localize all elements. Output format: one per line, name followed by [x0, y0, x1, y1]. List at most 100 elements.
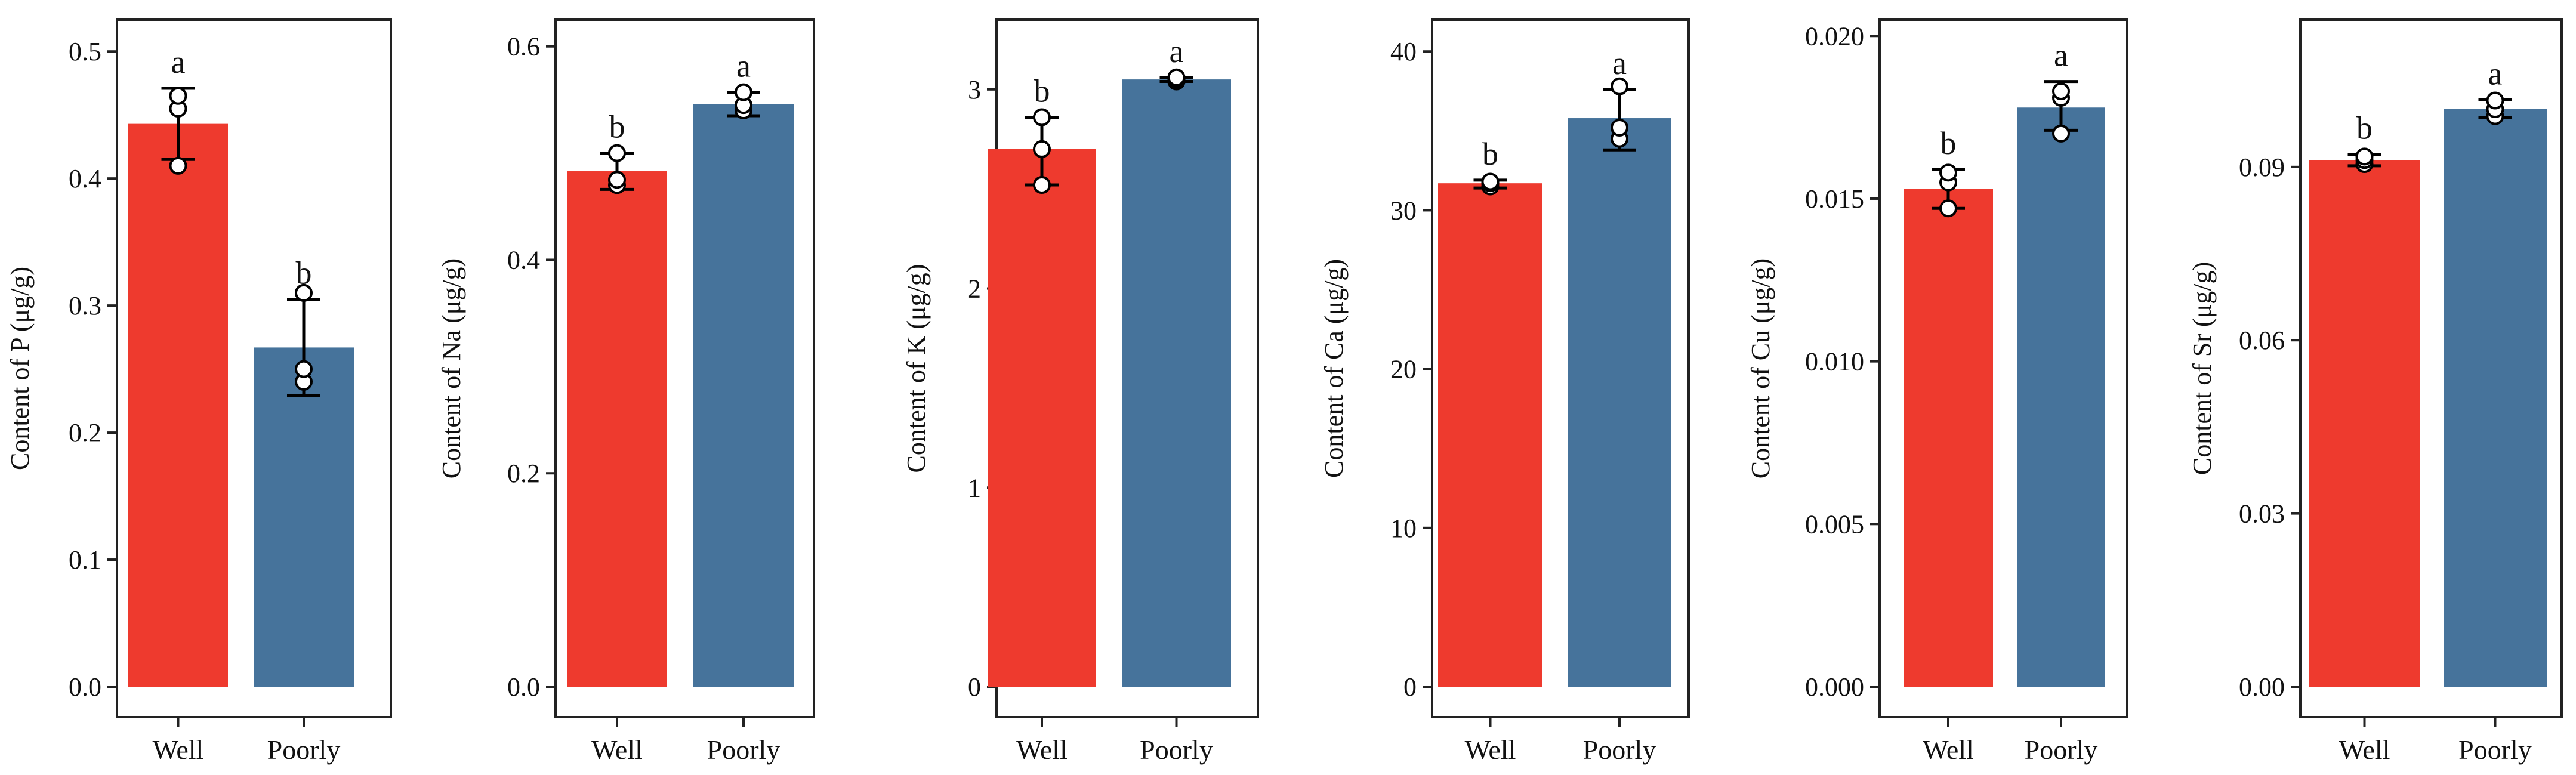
y-tick-label: 0.2 [69, 418, 101, 447]
x-tick-label: Well [1016, 734, 1068, 765]
significance-letter: a [2488, 56, 2503, 92]
significance-letter: b [296, 255, 312, 291]
replicate-point [608, 171, 626, 189]
bar-poorly [1122, 79, 1231, 687]
replicate-point [2052, 124, 2070, 143]
bar-well [567, 171, 667, 687]
replicate-point [1033, 175, 1051, 194]
y-tick-label: 0.010 [1805, 347, 1864, 376]
y-tick-label: 0.0 [69, 672, 101, 702]
panel-frame [116, 18, 392, 718]
replicate-point [608, 144, 626, 162]
y-tick-label: 10 [1390, 514, 1417, 543]
replicate-point [2355, 147, 2374, 166]
chart-panel-4: 0 10 20 30 40 Content of Ca (μg/g) b Well a Poorl… [1319, 18, 1690, 765]
y-tick-label: 0.2 [507, 459, 540, 488]
y-tick-label: 0.03 [2239, 499, 2285, 529]
y-tick-label: 1 [968, 473, 981, 502]
replicate-point [1033, 140, 1051, 158]
replicate-point [735, 83, 752, 101]
y-axis-title: Content of Na (μg/g) [437, 258, 466, 478]
panel-frame [1878, 18, 2128, 718]
y-tick-label: 0.09 [2239, 153, 2285, 182]
replicate-point [1939, 163, 1957, 182]
y-tick-label: 0 [968, 672, 981, 702]
y-tick-label: 0.6 [507, 32, 540, 61]
replicate-point [169, 156, 187, 175]
significance-letter: b [1482, 136, 1498, 172]
x-tick-label: Well [1923, 734, 1974, 765]
y-axis-title: Content of Sr (μg/g) [2188, 262, 2217, 475]
y-axis-title: Content of Cu (μg/g) [1746, 258, 1775, 478]
y-tick-label: 0.020 [1805, 21, 1864, 51]
replicate-point [1939, 199, 1957, 218]
chart-panel-6: 0.00 0.03 0.06 0.09 Content of Sr (μg/g) b Wel… [2188, 18, 2563, 765]
panel-frame [2299, 18, 2563, 718]
chart-panel-3: 0 1 2 3 Content of K (μg/g) b Well a Poorly [902, 18, 1259, 765]
chart-panel-1: 0.0 0.1 0.2 0.3 0.4 0.5 Content of P (μg/g) a We… [5, 18, 392, 765]
x-tick-label: Poorly [1583, 734, 1656, 765]
chart-panel-2: 0.0 0.2 0.4 0.6 Content of Na (μg/g) b Well a Po… [437, 18, 815, 765]
x-tick-label: Well [2339, 734, 2390, 765]
x-tick-label: Poorly [707, 734, 780, 765]
bar-poorly [1568, 118, 1671, 687]
replicate-point [295, 283, 313, 302]
significance-letter: a [171, 44, 186, 80]
replicate-point [2486, 91, 2504, 110]
y-axis-title: Content of K (μg/g) [902, 264, 931, 473]
chart-panel-5: 0.000 0.005 0.010 0.015 0.020 Content of Cu (… [1746, 18, 2128, 765]
bar-well [2309, 160, 2420, 687]
significance-letter: a [1612, 45, 1627, 81]
replicate-point [169, 87, 187, 105]
bar-well [988, 149, 1096, 687]
y-tick-label: 3 [968, 75, 981, 104]
panel-frame [554, 18, 815, 718]
replicate-point [1033, 108, 1051, 126]
replicate-point [1611, 119, 1628, 137]
significance-letter: b [609, 109, 625, 145]
y-tick-label: 40 [1390, 37, 1417, 66]
x-tick-label: Poorly [1140, 734, 1213, 765]
y-tick-label: 0.015 [1805, 184, 1864, 214]
bar-well [1438, 183, 1542, 687]
bar-well [128, 123, 228, 687]
x-tick-label: Poorly [2025, 734, 2098, 765]
replicate-point [1481, 172, 1500, 191]
y-tick-label: 0.0 [507, 672, 540, 702]
y-axis-title: Content of Ca (μg/g) [1319, 259, 1349, 478]
replicate-point [295, 360, 313, 378]
replicate-point [1611, 77, 1628, 95]
y-tick-label: 0.4 [69, 164, 101, 193]
y-tick-label: 20 [1390, 355, 1417, 384]
x-tick-label: Well [1465, 734, 1516, 765]
x-tick-label: Poorly [2458, 734, 2532, 765]
y-axis-title: Content of P (μg/g) [5, 267, 35, 470]
bar-poorly [254, 347, 354, 687]
y-tick-label: 0.00 [2239, 672, 2285, 702]
replicate-point [1167, 68, 1186, 87]
bar-poorly [2017, 107, 2105, 687]
y-tick-label: 0.000 [1805, 672, 1864, 702]
y-tick-label: 0.06 [2239, 326, 2285, 355]
y-tick-label: 2 [968, 274, 981, 304]
significance-letter: a [736, 48, 751, 84]
bar-well [1904, 189, 1993, 687]
y-tick-label: 0.1 [69, 545, 101, 575]
y-tick-label: 0.005 [1805, 510, 1864, 539]
y-tick-label: 0 [1403, 672, 1417, 702]
bar-poorly [693, 104, 794, 687]
y-tick-label: 0.5 [69, 37, 101, 66]
replicate-point [2052, 82, 2070, 100]
significance-letter: b [1034, 73, 1050, 109]
y-tick-label: 0.4 [507, 245, 540, 274]
y-tick-label: 0.3 [69, 291, 101, 320]
significance-letter: a [2054, 38, 2068, 73]
significance-letter: b [2356, 110, 2373, 146]
bar-poorly [2444, 109, 2547, 687]
significance-letter: b [1941, 125, 1957, 161]
y-tick-label: 30 [1390, 196, 1417, 225]
significance-letter: a [1170, 33, 1184, 69]
x-tick-label: Well [591, 734, 643, 765]
x-tick-label: Well [153, 734, 204, 765]
